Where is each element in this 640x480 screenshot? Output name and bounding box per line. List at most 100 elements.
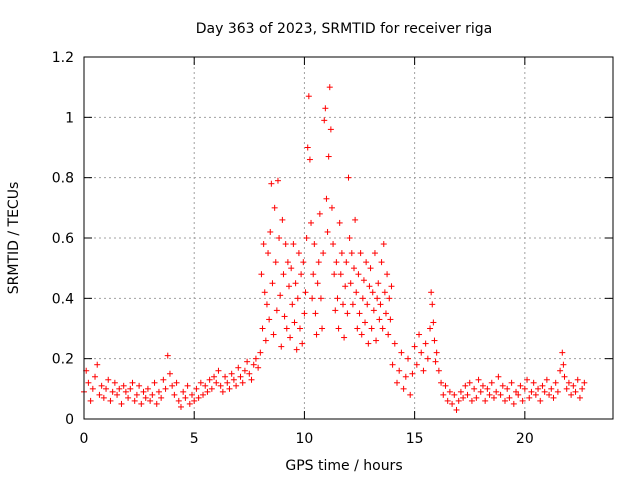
data-point	[255, 364, 262, 371]
data-point	[565, 379, 572, 386]
grid-lines	[84, 57, 613, 419]
data-point	[171, 391, 178, 398]
data-point	[362, 319, 369, 326]
data-point	[122, 388, 129, 395]
data-point	[299, 340, 306, 347]
data-point	[336, 219, 343, 226]
data-point	[442, 382, 449, 389]
data-point	[252, 355, 259, 362]
data-point	[297, 325, 304, 332]
data-point	[432, 358, 439, 365]
data-point	[131, 397, 138, 404]
data-point	[343, 259, 350, 266]
data-point	[173, 379, 180, 386]
data-point	[416, 331, 423, 338]
data-point	[217, 382, 224, 389]
data-point	[324, 228, 331, 235]
data-point	[519, 397, 526, 404]
data-point	[530, 379, 537, 386]
data-point	[347, 280, 354, 287]
data-point	[427, 325, 434, 332]
data-point	[269, 280, 276, 287]
data-point	[486, 391, 493, 398]
data-point	[160, 376, 167, 383]
data-point	[490, 394, 497, 401]
data-point	[366, 283, 373, 290]
data-point	[310, 271, 317, 278]
x-tick-label: 15	[406, 431, 424, 447]
data-point	[576, 394, 583, 401]
data-point	[136, 382, 143, 389]
data-point	[405, 355, 412, 362]
data-point	[302, 289, 309, 296]
data-point	[278, 343, 285, 350]
data-point	[153, 400, 160, 407]
data-point	[504, 385, 511, 392]
data-point	[359, 295, 366, 302]
data-point	[222, 373, 229, 380]
data-point	[352, 216, 359, 223]
data-point	[200, 391, 207, 398]
data-point	[215, 367, 222, 374]
data-point	[193, 385, 200, 392]
data-point	[418, 349, 425, 356]
data-point	[259, 325, 266, 332]
y-tick-label: 0	[65, 412, 74, 428]
data-point	[257, 349, 264, 356]
data-point	[453, 406, 460, 413]
data-point	[111, 379, 118, 386]
data-point	[304, 144, 311, 151]
data-point	[376, 316, 383, 323]
data-point	[142, 394, 149, 401]
data-point	[346, 235, 353, 241]
data-point	[291, 319, 298, 326]
data-point	[191, 397, 198, 404]
data-point	[92, 373, 99, 380]
data-point	[409, 370, 416, 377]
data-point	[109, 388, 116, 395]
data-point	[446, 388, 453, 395]
data-point	[385, 331, 392, 338]
data-point	[244, 358, 251, 365]
data-point	[213, 379, 220, 386]
data-point	[570, 382, 577, 389]
data-point	[435, 367, 442, 374]
data-point	[574, 376, 581, 383]
data-point	[358, 331, 365, 338]
data-point	[237, 373, 244, 380]
x-axis-ticks: 0 5 10 15 20	[80, 57, 534, 447]
data-point	[319, 325, 326, 332]
data-point	[380, 241, 387, 248]
data-point	[334, 295, 341, 302]
data-point	[330, 241, 337, 248]
data-point	[261, 289, 268, 296]
data-point	[166, 370, 173, 377]
data-point	[402, 373, 409, 380]
x-tick-label: 0	[80, 431, 89, 447]
data-point	[363, 259, 370, 266]
data-point	[365, 340, 372, 347]
data-point	[288, 265, 295, 272]
data-point	[444, 397, 451, 404]
data-point	[468, 397, 475, 404]
data-point	[357, 250, 364, 257]
data-point	[294, 295, 301, 302]
data-point	[368, 325, 375, 332]
data-point	[381, 289, 388, 296]
data-point	[568, 391, 575, 398]
data-point	[305, 93, 312, 100]
data-point	[506, 394, 513, 401]
data-point	[517, 382, 524, 389]
data-point	[471, 385, 478, 392]
data-point	[367, 265, 374, 272]
data-point	[308, 219, 315, 226]
data-point	[315, 259, 322, 266]
data-point	[484, 385, 491, 392]
data-point	[189, 391, 196, 398]
data-point	[479, 382, 486, 389]
data-point	[387, 316, 394, 323]
data-point	[457, 388, 464, 395]
data-point	[274, 177, 281, 184]
data-point	[386, 295, 393, 302]
